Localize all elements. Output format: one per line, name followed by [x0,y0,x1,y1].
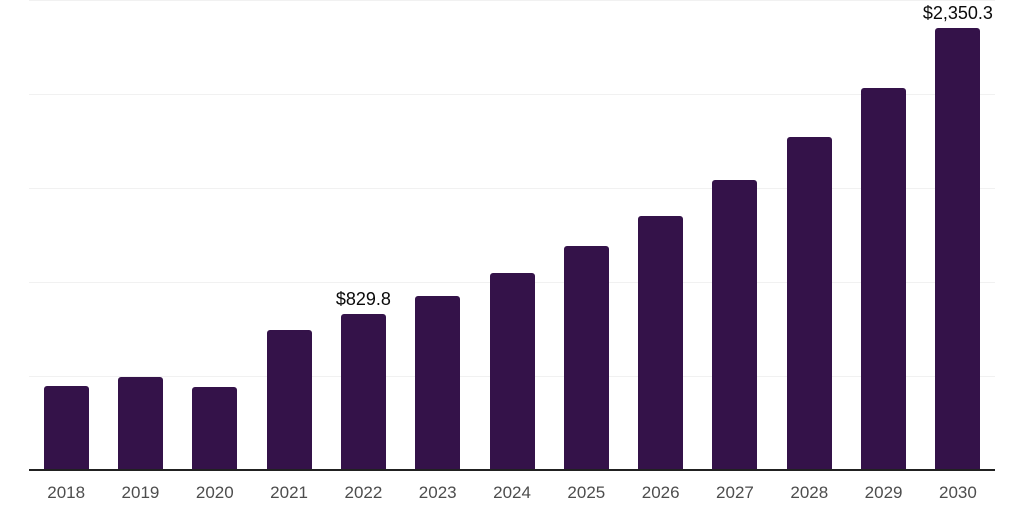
x-tick-label-2018: 2018 [47,483,86,502]
bar-value-label-2022: $829.8 [335,289,391,309]
bar-2029 [861,88,907,470]
bar-2027 [712,180,758,470]
x-axis-tick-labels: 2018 2019 2020 2021 2022 2023 2024 2025 2026 2027… [29,471,995,503]
bar-2024 [489,272,535,470]
plot-area: $829.8 $2,350.3 [29,0,995,470]
bar-slot-2019 [103,0,177,470]
bar-2022 [340,314,386,470]
gridline-2000 [29,93,995,95]
bar-2019 [117,376,163,470]
bar-2028 [786,137,832,470]
x-tick-label-2019: 2019 [121,483,160,502]
bar-slot-2020 [178,0,252,470]
x-tick-label-2023: 2023 [418,483,457,502]
x-tick-label-2021: 2021 [270,483,308,502]
gridline-1500 [29,187,995,189]
bar-2023 [415,295,461,470]
bar-slot-2024 [475,0,549,470]
bar-series: $829.8 $2,350.3 [29,0,995,470]
x-tick-label-2027: 2027 [716,483,754,502]
bar-slot-2026 [624,0,698,470]
bar-slot-2022: $829.8 [326,0,400,470]
bar-slot-2029 [846,0,920,470]
x-tick-label-2029: 2029 [864,483,903,502]
bar-slot-2023 [401,0,475,470]
bar-2026 [638,215,684,470]
x-tick-label-2028: 2028 [790,483,829,502]
x-tick-label-2022: 2022 [344,483,383,502]
bar-2030 [935,28,981,470]
x-tick-label-2026: 2026 [641,483,680,502]
bar-2021 [266,329,312,470]
gridline-2500 [29,0,995,1]
x-tick-label-2030: 2030 [938,483,977,502]
x-tick-label-2025: 2025 [567,483,606,502]
bar-slot-2030: $2,350.3 [921,0,995,470]
bar-2018 [43,385,89,470]
bar-slot-2027 [698,0,772,470]
x-tick-label-2020: 2020 [195,483,234,502]
bar-value-label-2030: $2,350.3 [922,3,993,24]
bar-slot-2025 [549,0,623,470]
x-axis-line [29,469,995,471]
bar-slot-2028 [772,0,846,470]
bar-2025 [563,245,609,470]
bar-2020 [192,386,238,470]
x-tick-label-2024: 2024 [493,483,531,502]
bar-slot-2021 [252,0,326,470]
bar-slot-2018 [29,0,103,470]
